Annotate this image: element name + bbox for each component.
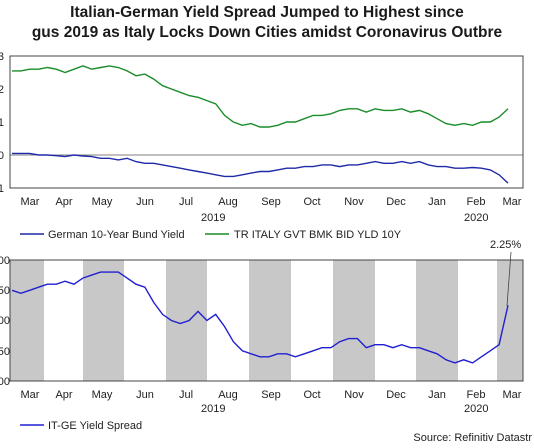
shaded-band-5 (416, 260, 458, 381)
bottom-month-3: Jun (136, 389, 154, 401)
top-month-9: Dec (386, 196, 406, 208)
series-line-italy-10y (12, 65, 509, 128)
top-y-tick-4: 1 (0, 183, 4, 195)
top-legend: German 10-Year Bund Yield TR ITALY GVT B… (20, 229, 402, 241)
top-month-5: Aug (218, 196, 238, 208)
annotation-label: 2.25% (490, 239, 521, 251)
top-month-4: Jul (179, 196, 193, 208)
bottom-month-10: Jan (428, 389, 446, 401)
bottom-y-tick-3: 1.50 (0, 346, 10, 358)
top-y-tick-3: 0 (0, 150, 4, 162)
bottom-legend: IT-GE Yield Spread (20, 420, 142, 432)
annotation-leader (506, 251, 512, 307)
source-note: Source: Refinitiv Datastr (413, 432, 532, 444)
series-line-spread (11, 271, 509, 364)
series-line-bund-10y (12, 152, 509, 184)
top-month-0: Mar (21, 196, 40, 208)
top-month-1: Apr (55, 196, 72, 208)
bottom-y-tick-4: 1.00 (0, 376, 10, 388)
chart-title-line-2: gus 2019 as Italy Locks Down Cities amid… (31, 24, 503, 41)
bottom-month-5: Aug (218, 389, 238, 401)
bottom-panel-frame (9, 259, 524, 382)
top-month-8: Nov (344, 196, 364, 208)
legend-label-spread: IT-GE Yield Spread (48, 420, 142, 432)
top-y-tick-2: 1 (0, 117, 4, 129)
bottom-month-0: Mar (21, 389, 40, 401)
shaded-band-6 (497, 260, 523, 381)
bottom-year-label-2019: 2019 (201, 403, 225, 415)
top-month-10: Jan (428, 196, 446, 208)
shaded-band-3 (249, 260, 291, 381)
top-y-tick-labels: 3 2 1 0 1 (0, 51, 4, 195)
top-month-7: Oct (303, 196, 320, 208)
shaded-band-1 (83, 260, 124, 381)
legend-label-italy: TR ITALY GVT BMK BID YLD 10Y (234, 229, 402, 241)
bottom-y-tick-2: 2.00 (0, 315, 10, 327)
top-year-label-2019: 2019 (201, 212, 225, 224)
bottom-y-tick-labels: 3.00 2.50 2.00 1.50 1.00 (0, 255, 10, 388)
bottom-month-4: Jul (179, 389, 193, 401)
shaded-band-4 (333, 260, 375, 381)
bottom-year-label-2020: 2020 (464, 403, 488, 415)
top-month-labels: Mar Apr May Jun Jul Aug Sep Oct Nov Dec Jan Feb Mar (21, 196, 522, 208)
chart-title-line-1: Italian-German Yield Spread Jumped to Hi… (70, 4, 464, 21)
bottom-month-1: Apr (55, 389, 72, 401)
bottom-month-8: Nov (344, 389, 364, 401)
bottom-month-7: Oct (303, 389, 320, 401)
bottom-month-12: Mar (503, 389, 522, 401)
top-month-3: Jun (136, 196, 154, 208)
bottom-month-labels: Mar Apr May Jun Jul Aug Sep Oct Nov Dec Jan Feb Mar (21, 389, 522, 401)
top-year-label-2020: 2020 (464, 212, 488, 224)
shaded-band-0 (10, 260, 44, 381)
top-month-6: Sep (261, 196, 281, 208)
top-month-2: May (92, 196, 113, 208)
top-panel-frame (9, 55, 524, 189)
bottom-month-11: Feb (467, 389, 486, 401)
legend-label-bund: German 10-Year Bund Yield (48, 229, 185, 241)
shaded-period-bands (10, 260, 523, 381)
top-month-12: Mar (503, 196, 522, 208)
top-y-tick-0: 3 (0, 51, 4, 63)
bottom-month-6: Sep (261, 389, 281, 401)
bottom-y-tick-0: 3.00 (0, 255, 10, 267)
bottom-y-tick-1: 2.50 (0, 285, 10, 297)
bottom-month-2: May (92, 389, 113, 401)
top-month-11: Feb (467, 196, 486, 208)
bottom-month-9: Dec (386, 389, 406, 401)
top-y-tick-1: 2 (0, 84, 4, 96)
